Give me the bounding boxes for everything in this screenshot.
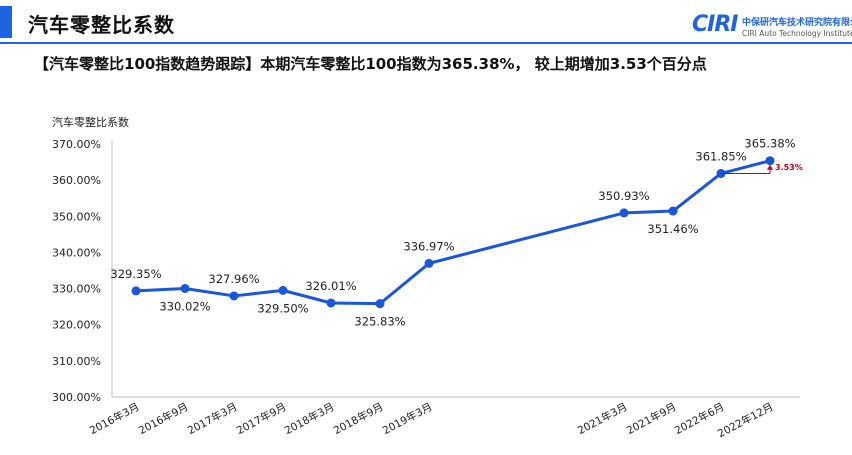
data-label: 351.46%: [647, 222, 698, 236]
data-point: [131, 286, 141, 296]
y-tick-label: 340.00%: [52, 246, 101, 259]
data-label: 329.35%: [110, 267, 161, 281]
data-point: [375, 299, 385, 309]
change-annotation-label: 3.53%: [775, 163, 803, 172]
logo-company-name: 中保研汽车技术研究院有限公司: [742, 18, 852, 28]
data-label: 330.02%: [159, 299, 210, 313]
logo-english-name: CIRI Auto Technology Institute: [742, 29, 852, 38]
page-title: 汽车零整比系数: [28, 13, 175, 37]
data-point: [765, 156, 775, 166]
y-tick-label: 300.00%: [52, 391, 101, 404]
data-label: 336.97%: [403, 239, 454, 253]
x-tick-label: 2018年9月: [331, 400, 385, 437]
y-tick-label: 370.00%: [52, 138, 101, 151]
data-label: 329.50%: [257, 301, 308, 315]
x-tick-label: 2016年9月: [136, 400, 190, 437]
y-tick-label: 320.00%: [52, 319, 101, 332]
x-tick-label: 2017年3月: [185, 400, 239, 437]
y-tick-label: 310.00%: [52, 355, 101, 368]
y-tick-label: 330.00%: [52, 283, 101, 296]
change-arrow-icon: [767, 164, 773, 170]
y-tick-label: 360.00%: [52, 174, 101, 187]
x-tick-label: 2022年12月: [715, 400, 775, 440]
data-label: 325.83%: [354, 315, 405, 329]
data-point: [326, 298, 336, 308]
y-tick-label: 350.00%: [52, 210, 101, 223]
x-tick-label: 2021年9月: [624, 400, 678, 437]
logo-mark: CIRI: [692, 12, 738, 37]
ciri-logo: CIRI 中保研汽车技术研究院有限公司 CIRI Auto Technology…: [692, 12, 852, 42]
chart-subtitle: 【汽车零整比100指数趋势跟踪】本期汽车零整比100指数为365.38%， 较上…: [34, 55, 707, 73]
data-point: [180, 283, 190, 293]
x-tick-label: 2021年3月: [575, 400, 629, 437]
header-divider: [0, 42, 852, 44]
data-point: [229, 291, 239, 301]
data-label: 326.01%: [305, 279, 356, 293]
x-tick-label: 2017年9月: [234, 400, 288, 437]
x-tick-label: 2016年3月: [87, 400, 141, 437]
y-axis-label: 汽车零整比系数: [52, 116, 129, 129]
data-label: 361.85%: [695, 149, 746, 163]
data-point: [668, 206, 678, 216]
data-point: [619, 208, 629, 218]
x-tick-label: 2019年3月: [380, 400, 434, 437]
header-accent-bar: [0, 6, 12, 38]
data-label: 327.96%: [208, 272, 259, 286]
x-tick-label: 2018年3月: [282, 400, 336, 437]
data-point: [424, 258, 434, 268]
data-point: [278, 285, 288, 295]
data-label: 365.38%: [744, 137, 795, 151]
data-label: 350.93%: [598, 189, 649, 203]
